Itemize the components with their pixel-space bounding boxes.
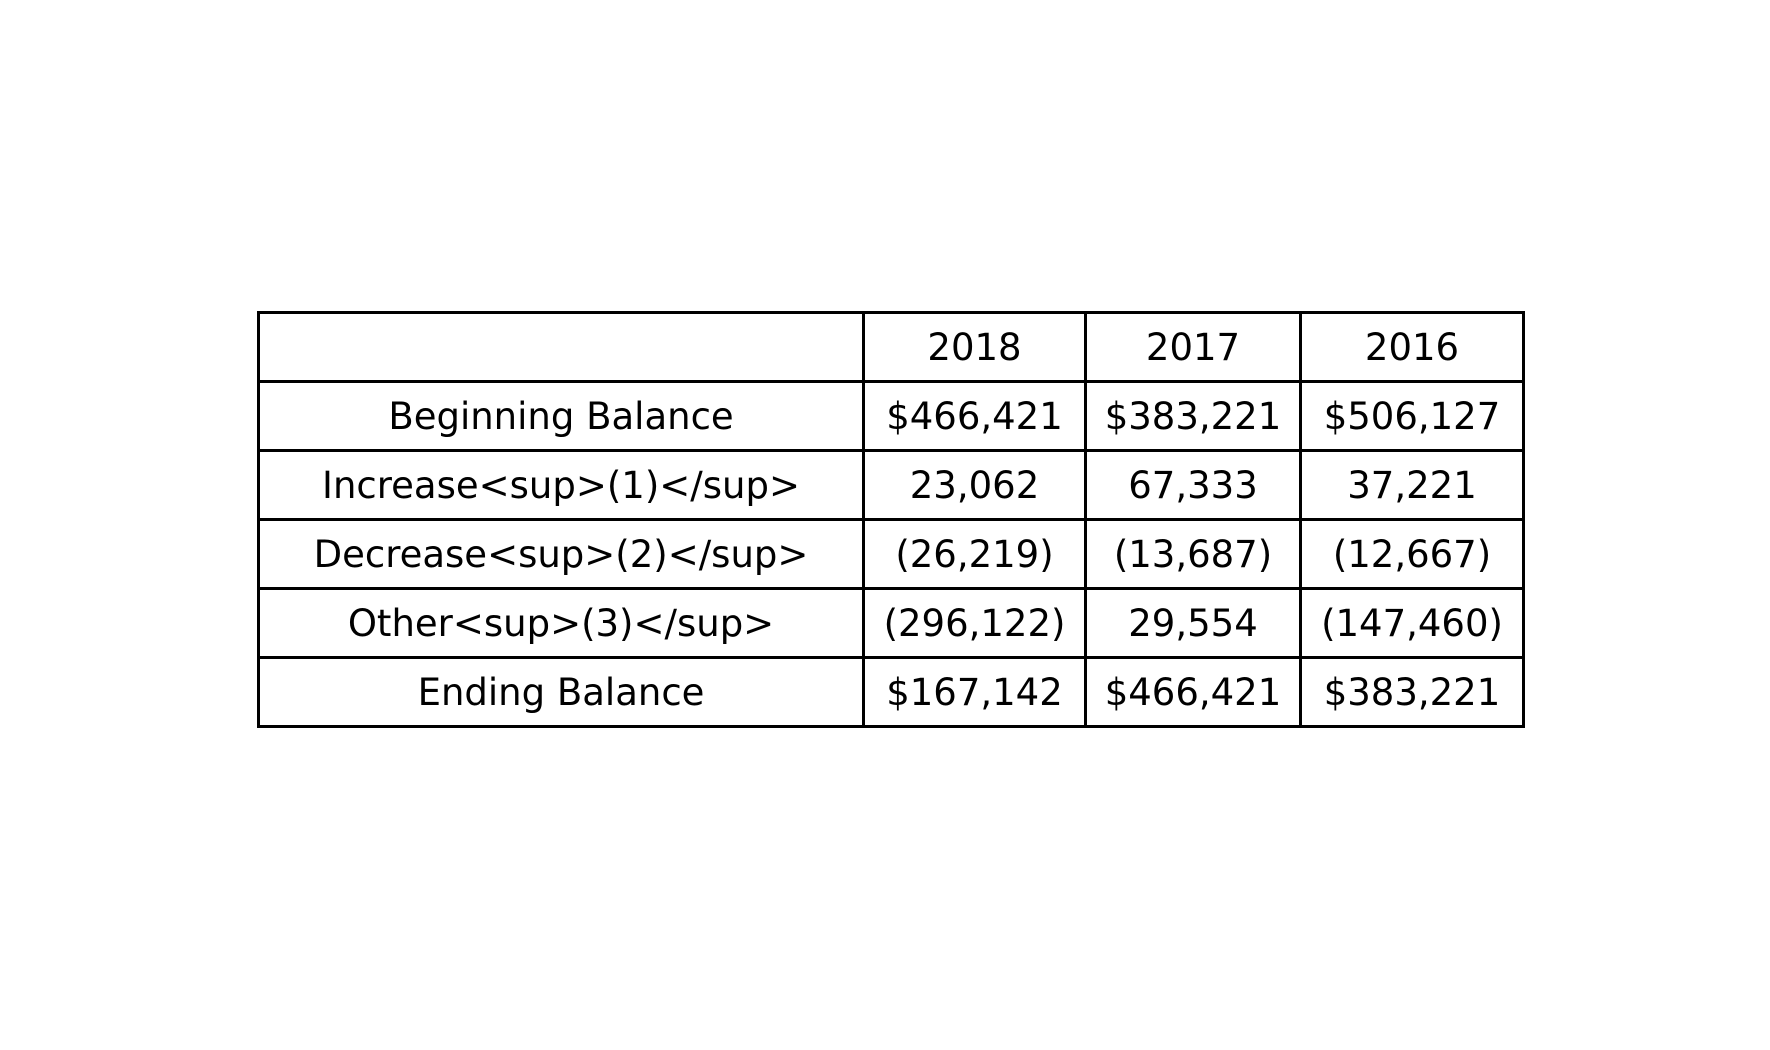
cell-2017: 67,333 [1084,449,1302,521]
cell-2016: $506,127 [1299,380,1525,452]
cell-2018: $167,142 [862,656,1087,728]
header-2017: 2017 [1084,311,1302,383]
cell-2018: $466,421 [862,380,1087,452]
cell-2017: $383,221 [1084,380,1302,452]
table-row-ending-balance: Ending Balance $167,142 $466,421 $383,22… [257,656,1525,728]
row-label: Beginning Balance [257,380,865,452]
table-body: Beginning Balance $466,421 $383,221 $506… [257,380,1525,728]
cell-2018: 23,062 [862,449,1087,521]
table-header: 2018 2017 2016 [257,311,1525,383]
cell-2018: (296,122) [862,587,1087,659]
row-label: Other<sup>(3)</sup> [257,587,865,659]
table-row-increase: Increase<sup>(1)</sup> 23,062 67,333 37,… [257,449,1525,521]
table-row-decrease: Decrease<sup>(2)</sup> (26,219) (13,687)… [257,518,1525,590]
header-2016: 2016 [1299,311,1525,383]
row-label: Ending Balance [257,656,865,728]
cell-2016: $383,221 [1299,656,1525,728]
cell-2016: 37,221 [1299,449,1525,521]
header-row: 2018 2017 2016 [257,311,1525,383]
cell-2017: 29,554 [1084,587,1302,659]
table-row-other: Other<sup>(3)</sup> (296,122) 29,554 (14… [257,587,1525,659]
cell-2017: $466,421 [1084,656,1302,728]
cell-2018: (26,219) [862,518,1087,590]
cell-2016: (147,460) [1299,587,1525,659]
cell-2016: (12,667) [1299,518,1525,590]
header-2018: 2018 [862,311,1087,383]
balance-table: 2018 2017 2016 Beginning Balance $466,42… [257,311,1525,728]
cell-2017: (13,687) [1084,518,1302,590]
header-corner-cell [257,311,865,383]
table-row-beginning-balance: Beginning Balance $466,421 $383,221 $506… [257,380,1525,452]
row-label: Increase<sup>(1)</sup> [257,449,865,521]
row-label: Decrease<sup>(2)</sup> [257,518,865,590]
